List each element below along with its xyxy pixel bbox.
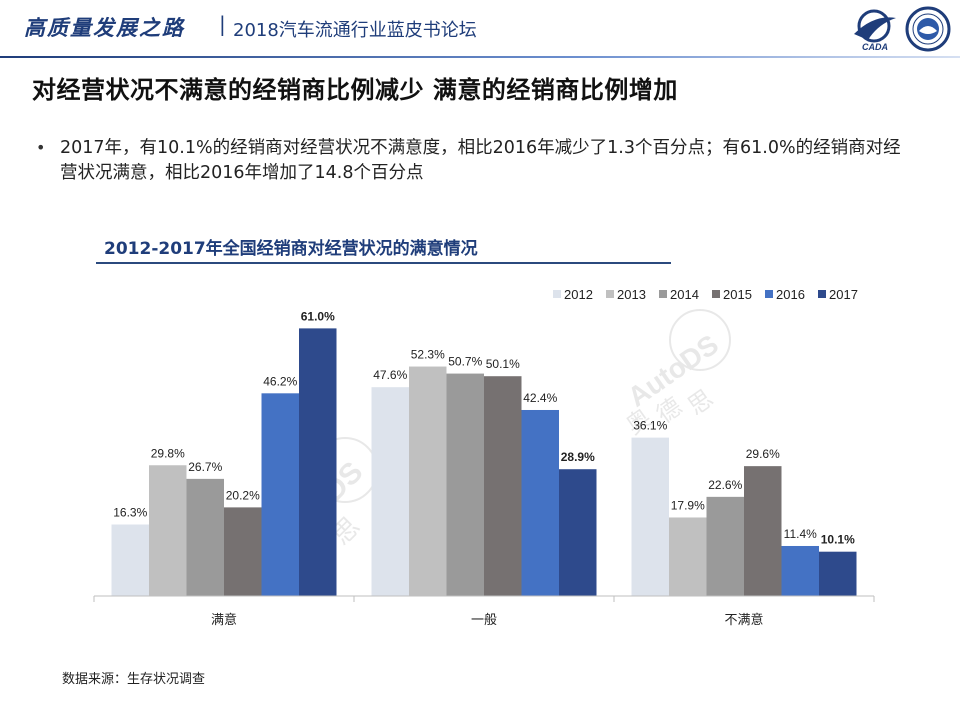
bar-2014-2 — [706, 496, 744, 596]
chart-title: 2012-2017年全国经销商对经营状况的满意情况 — [104, 239, 478, 259]
cada-logo-text: CADA — [862, 42, 888, 52]
x-tick-label: 满意 — [211, 612, 237, 628]
chart-title-underline — [96, 262, 671, 264]
association-seal-icon — [905, 6, 951, 52]
bar-2013-2 — [669, 517, 707, 596]
bar-2012-1 — [371, 387, 409, 596]
legend-label: 2013 — [617, 287, 646, 302]
data-label: 50.1% — [486, 357, 520, 371]
bar-2016-0 — [261, 393, 299, 596]
header-divider — [0, 56, 960, 58]
legend-label: 2012 — [564, 287, 593, 302]
data-label: 11.4% — [784, 527, 817, 541]
bar-2016-2 — [781, 545, 819, 596]
data-label: 26.7% — [188, 460, 222, 474]
slide-title: 对经营状况不满意的经销商比例减少 满意的经销商比例增加 — [32, 76, 678, 104]
bar-2012-0 — [111, 524, 149, 596]
header: 高质量发展之路 | 2018汽车流通行业蓝皮书论坛 CADA — [0, 0, 960, 58]
data-label: 42.4% — [523, 391, 557, 405]
x-tick-label: 一般 — [471, 612, 497, 628]
data-label: 61.0% — [301, 309, 335, 323]
legend-label: 2016 — [776, 287, 805, 302]
header-subtitle: 2018汽车流通行业蓝皮书论坛 — [233, 20, 477, 41]
data-label: 16.3% — [113, 505, 147, 519]
data-label: 36.1% — [633, 419, 667, 433]
bar-2014-0 — [186, 478, 224, 596]
data-label: 17.9% — [671, 498, 705, 512]
bar-2013-0 — [149, 465, 187, 596]
legend-swatch — [606, 290, 614, 298]
bar-2017-0 — [299, 328, 337, 596]
bar-2016-1 — [521, 409, 559, 596]
header-slogan: 高质量发展之路 — [24, 15, 185, 40]
bar-2015-0 — [224, 507, 262, 596]
data-label: 20.2% — [226, 488, 260, 502]
data-label: 29.8% — [151, 446, 185, 460]
legend-swatch — [818, 290, 826, 298]
data-label: 29.6% — [746, 447, 780, 461]
data-source-note: 数据来源：生存状况调查 — [62, 672, 206, 687]
bar-2017-2 — [819, 551, 857, 596]
data-label: 10.1% — [821, 533, 855, 547]
bullet-text: 2017年，有10.1%的经销商对经营状况不满意度，相比2016年减少了1.3个… — [60, 138, 901, 183]
bar-2015-2 — [744, 466, 782, 596]
legend-swatch — [553, 290, 561, 298]
legend-swatch — [659, 290, 667, 298]
bar-2015-1 — [484, 376, 522, 596]
data-label: 50.7% — [448, 355, 482, 369]
data-label: 22.6% — [708, 478, 742, 492]
legend-swatch — [765, 290, 773, 298]
data-label: 47.6% — [373, 368, 407, 382]
data-label: 28.9% — [561, 450, 595, 464]
data-label: 52.3% — [411, 348, 445, 362]
x-tick-label: 不满意 — [724, 612, 763, 628]
legend-label: 2017 — [829, 287, 858, 302]
legend-swatch — [712, 290, 720, 298]
bar-2017-1 — [559, 469, 597, 596]
cada-logo-icon: CADA — [854, 9, 896, 52]
data-label: 46.2% — [263, 374, 297, 388]
bar-2012-2 — [631, 437, 669, 596]
bar-2014-1 — [446, 373, 484, 596]
bar-2013-1 — [409, 366, 447, 596]
header-separator: | — [219, 12, 226, 36]
bullet-marker: • — [36, 138, 46, 157]
legend-label: 2015 — [723, 287, 752, 302]
legend-label: 2014 — [670, 287, 699, 302]
